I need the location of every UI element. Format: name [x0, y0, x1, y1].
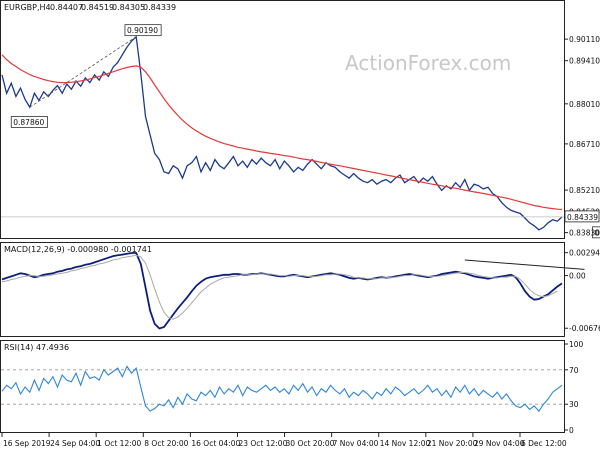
price-series: [1, 35, 564, 231]
x-tick-label: 8 Oct 20:00: [144, 439, 188, 448]
price-high: 0.84519: [81, 3, 114, 12]
x-tick-label: 30 Oct 20:00: [286, 439, 335, 448]
price-series-line: [1, 35, 563, 231]
x-tick-label: 7 Nov 04:00: [333, 439, 379, 448]
macd-y-tick-label: 0.00: [569, 272, 586, 281]
price-open: 0.84407: [50, 3, 83, 12]
price-low: 0.84305: [112, 3, 145, 12]
macd-signal-line: [1, 254, 558, 320]
price-annotation-box: [10, 116, 48, 128]
rsi-line: [1, 365, 563, 412]
x-tick-label: 6 Dec 12:00: [521, 439, 567, 448]
x-tick-label: 21 Nov 20:00: [427, 439, 478, 448]
price-dashed-trendline: [29, 36, 137, 108]
price-y-tick-label: 0.83830: [569, 229, 600, 238]
rsi-y-tick-label: 30: [569, 400, 579, 409]
x-tick-label: 24 Sep 04:00: [50, 439, 100, 448]
x-tick-label: 16 Sep 2019: [3, 439, 51, 448]
price-y-axis: 0.901100.894100.880100.867100.852100.845…: [564, 35, 600, 238]
price-annotation-box: [124, 24, 162, 37]
x-tick-label: 1 Oct 12:00: [97, 439, 141, 448]
price-annotation-label: 0.83920: [594, 228, 600, 237]
time-x-axis: 16 Sep 2019 24 Sep 04:001 Oct 12:00 8 Oct …: [1, 433, 567, 448]
last-price-box: [564, 210, 600, 223]
x-tick-label: 16 Oct 04:00: [191, 439, 240, 448]
x-tick-label: 29 Nov 04:00: [474, 439, 525, 448]
price-y-tick-label: 0.90110: [569, 35, 600, 44]
price-y-tick-label: 0.86710: [569, 140, 600, 149]
macd-panel-frame: [0, 242, 565, 337]
price-annotation-label: 0.87860: [13, 118, 44, 127]
x-tick-label: 14 Nov 12:00: [380, 439, 431, 448]
price-y-tick-label: 0.88010: [569, 100, 600, 109]
rsi-grid: [1, 369, 564, 405]
price-y-tick-label: 0.85210: [569, 186, 600, 195]
macd-y-axis: 0.002942 0.00 -0.006761: [564, 249, 600, 333]
rsi-y-tick-label: 100: [569, 340, 584, 349]
price-annotation-label: 0.90190: [127, 26, 158, 35]
rsi-y-tick-label: 70: [569, 366, 579, 375]
price-annotation-box: [591, 226, 600, 239]
macd-y-tick-label: -0.006761: [569, 324, 600, 333]
macd-trendline: [464, 259, 585, 270]
macd-header: MACD(12,26,9) -0.000980 -0.001741: [4, 245, 152, 254]
rsi-series: [1, 365, 563, 412]
rsi-y-tick-label: 0: [569, 426, 574, 435]
price-annotations: 0.90190 0.87860 0.83920: [10, 24, 600, 239]
x-tick-label: 23 Oct 12:00: [238, 439, 287, 448]
price-close: 0.84339: [143, 3, 176, 12]
watermark: ActionForex.com: [345, 51, 511, 75]
macd-line: [1, 252, 563, 330]
price-panel-frame: [0, 0, 565, 239]
price-y-tick-label: 0.89410: [569, 57, 600, 66]
price-symbol: EURGBP,H4: [4, 3, 51, 12]
moving-average-line: [1, 54, 563, 211]
macd-y-tick-label: 0.002942: [569, 249, 600, 258]
rsi-panel-frame: [0, 340, 565, 433]
last-price-label: 0.84339: [567, 213, 598, 222]
rsi-y-axis: 100 70 30 0: [564, 340, 584, 435]
rsi-header: RSI(14) 47.4936: [4, 343, 69, 352]
macd-series: [1, 252, 585, 330]
